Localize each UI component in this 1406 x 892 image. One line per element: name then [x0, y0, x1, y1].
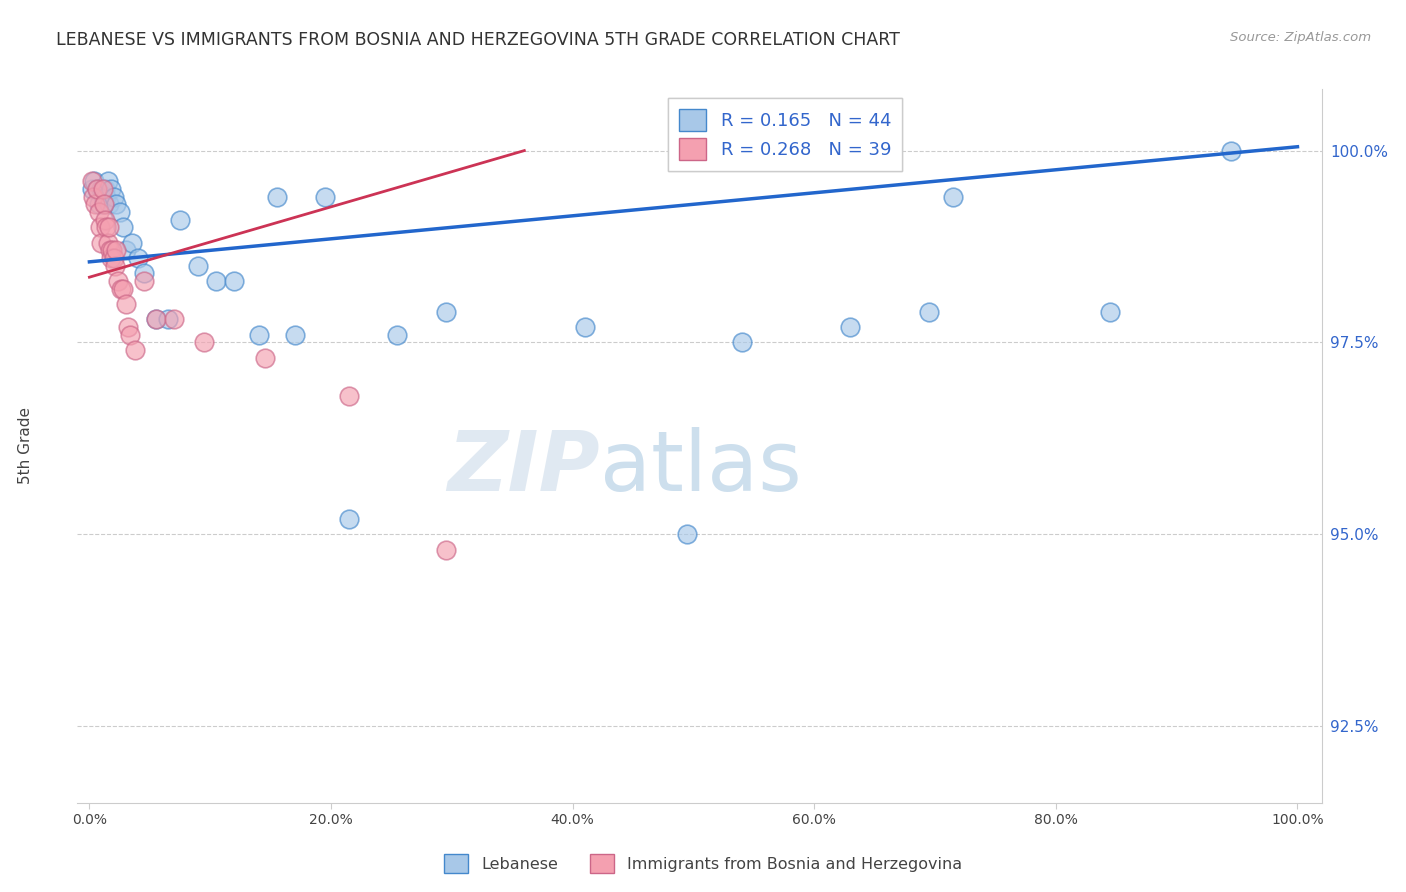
- Point: [108, 205, 131, 219]
- Point: [117, 320, 139, 334]
- Point: [120, 327, 142, 342]
- Point: [96, 174, 118, 188]
- Point: [839, 320, 862, 334]
- Point: [731, 335, 754, 350]
- Point: [156, 312, 179, 326]
- Point: [253, 351, 276, 365]
- Point: [107, 274, 129, 288]
- Point: [314, 189, 336, 203]
- Point: [1099, 304, 1122, 318]
- Point: [104, 197, 127, 211]
- Point: [97, 220, 120, 235]
- Point: [434, 304, 457, 318]
- Point: [676, 527, 699, 541]
- Point: [100, 251, 122, 265]
- Point: [97, 197, 120, 211]
- Text: 5th Grade: 5th Grade: [18, 408, 32, 484]
- Point: [93, 197, 115, 211]
- Point: [94, 212, 117, 227]
- Point: [337, 389, 360, 403]
- Point: [145, 312, 167, 326]
- Point: [145, 312, 167, 326]
- Point: [90, 182, 112, 196]
- Point: [87, 205, 110, 219]
- Point: [94, 182, 117, 196]
- Point: [83, 174, 105, 188]
- Text: LEBANESE VS IMMIGRANTS FROM BOSNIA AND HERZEGOVINA 5TH GRADE CORRELATION CHART: LEBANESE VS IMMIGRANTS FROM BOSNIA AND H…: [56, 31, 900, 49]
- Point: [103, 251, 125, 265]
- Point: [114, 244, 136, 258]
- Point: [387, 327, 409, 342]
- Point: [337, 512, 360, 526]
- Point: [205, 274, 228, 288]
- Point: [110, 282, 132, 296]
- Text: atlas: atlas: [600, 427, 801, 508]
- Point: [96, 235, 118, 250]
- Point: [574, 320, 596, 334]
- Point: [91, 189, 114, 203]
- Point: [187, 259, 209, 273]
- Point: [98, 244, 121, 258]
- Point: [284, 327, 307, 342]
- Point: [104, 244, 127, 258]
- Point: [132, 266, 155, 280]
- Point: [103, 189, 125, 203]
- Point: [86, 182, 108, 196]
- Point: [127, 251, 149, 265]
- Point: [193, 335, 215, 350]
- Point: [104, 259, 127, 273]
- Point: [169, 212, 191, 227]
- Point: [101, 244, 124, 258]
- Point: [91, 182, 114, 196]
- Point: [89, 220, 111, 235]
- Point: [918, 304, 941, 318]
- Point: [100, 182, 122, 196]
- Point: [942, 189, 965, 203]
- Point: [80, 182, 103, 196]
- Point: [124, 343, 146, 357]
- Point: [163, 312, 186, 326]
- Point: [132, 274, 155, 288]
- Text: ZIP: ZIP: [447, 427, 600, 508]
- Point: [93, 197, 115, 211]
- Point: [112, 220, 135, 235]
- Point: [224, 274, 246, 288]
- Point: [87, 197, 110, 211]
- Point: [90, 235, 112, 250]
- Point: [82, 189, 104, 203]
- Point: [114, 297, 136, 311]
- Point: [434, 542, 457, 557]
- Point: [96, 220, 118, 235]
- Point: [121, 235, 143, 250]
- Point: [247, 327, 270, 342]
- Point: [80, 174, 103, 188]
- Point: [86, 182, 108, 196]
- Point: [84, 197, 107, 211]
- Legend: R = 0.165   N = 44, R = 0.268   N = 39: R = 0.165 N = 44, R = 0.268 N = 39: [668, 98, 903, 171]
- Point: [1220, 144, 1243, 158]
- Point: [266, 189, 288, 203]
- Point: [96, 189, 118, 203]
- Text: Source: ZipAtlas.com: Source: ZipAtlas.com: [1230, 31, 1371, 45]
- Point: [112, 282, 135, 296]
- Legend: Lebanese, Immigrants from Bosnia and Herzegovina: Lebanese, Immigrants from Bosnia and Her…: [437, 847, 969, 880]
